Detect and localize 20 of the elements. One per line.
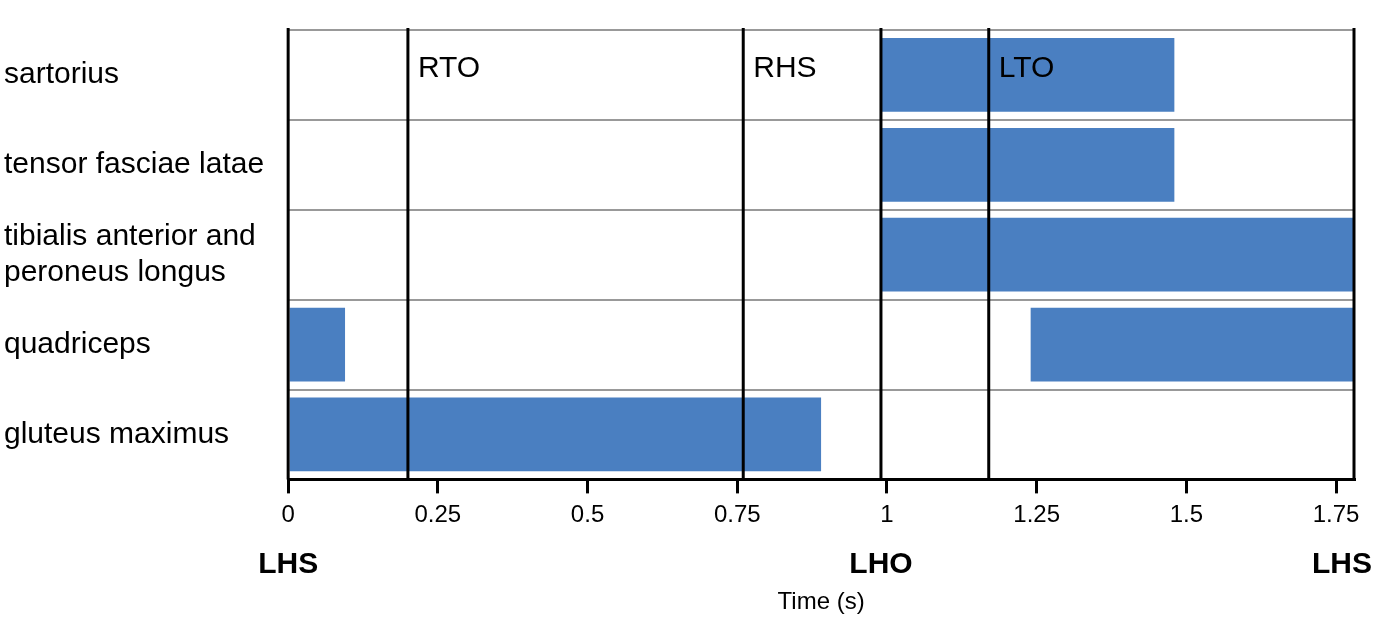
ref-line-label: LHO (849, 545, 913, 579)
ref-line-label: LHS (1312, 545, 1372, 579)
x-axis-title: Time (s) (777, 587, 865, 615)
annotation: LTO (998, 50, 1055, 84)
annotation: RTO (417, 50, 481, 84)
ref-line-label: LHS (258, 545, 319, 579)
x-tick-label: 1 (880, 500, 894, 528)
x-tick-label: 0.75 (713, 500, 761, 528)
x-tick-label: 1.25 (1013, 500, 1060, 528)
y-tick-label: quadriceps (4, 325, 151, 359)
x-tick-label: 0.5 (570, 500, 605, 528)
y-tick-label: tensor fasciae latae (4, 146, 265, 180)
x-tick-label: 1.5 (1169, 500, 1204, 528)
x-tick-label: 0.25 (414, 500, 462, 528)
annotation: RHS (753, 50, 817, 84)
y-tick-label: tibialis anterior and peroneus longus (4, 217, 256, 287)
y-tick-label: gluteus maximus (4, 415, 230, 449)
y-tick-label: sartorius (4, 56, 120, 90)
x-tick-label: 0 (281, 500, 295, 528)
x-tick-label: 1.75 (1312, 500, 1360, 528)
